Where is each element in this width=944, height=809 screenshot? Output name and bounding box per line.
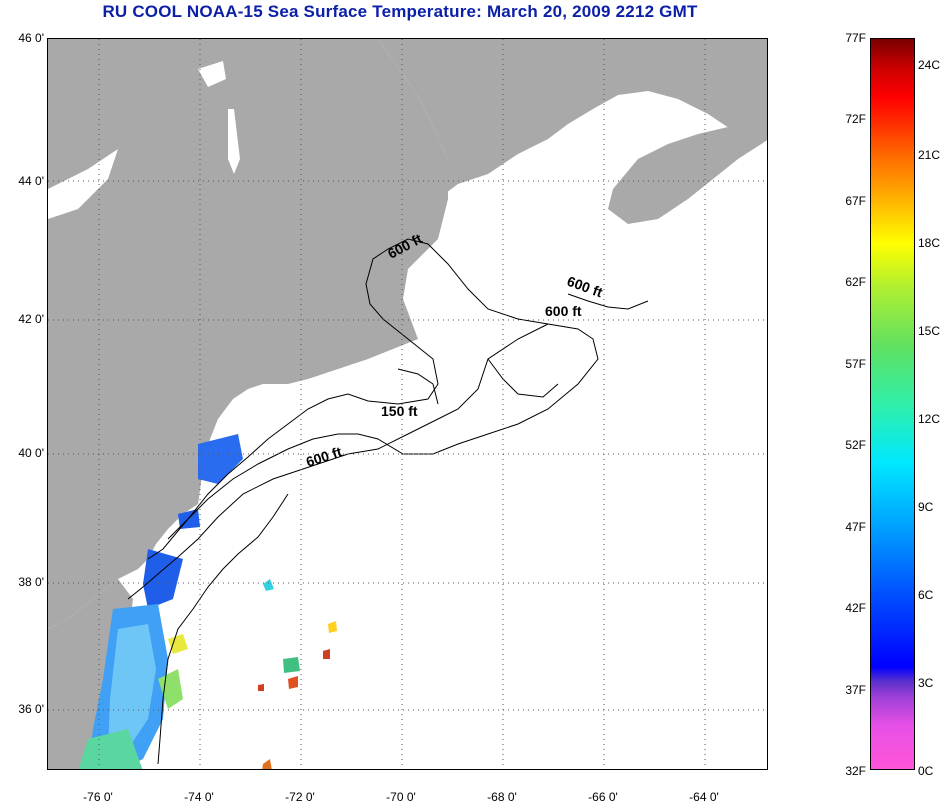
contour-label-150ft: 150 ft	[381, 403, 418, 419]
colorbar-label-37f: 37F	[845, 683, 866, 697]
land-maine-nb	[378, 39, 767, 199]
lat-label-46: 46 0'	[18, 31, 44, 45]
lon-label-64: -64 0'	[689, 790, 719, 804]
lat-label-36: 36 0'	[18, 702, 44, 716]
colorbar-label-18c: 18C	[918, 236, 941, 250]
land-us-northeast	[48, 39, 448, 629]
colorbar-label-15c: 15C	[918, 324, 941, 338]
colorbar-label-72f: 72F	[845, 112, 866, 126]
lon-label-66: -66 0'	[588, 790, 618, 804]
lon-label-68: -68 0'	[487, 790, 517, 804]
lon-label-76: -76 0'	[83, 790, 113, 804]
temperature-colorbar	[870, 38, 915, 770]
lon-label-74: -74 0'	[184, 790, 214, 804]
colorbar-label-47f: 47F	[845, 520, 866, 534]
colorbar-label-6c: 6C	[918, 588, 934, 602]
colorbar-label-62f: 62F	[845, 275, 866, 289]
map-title: RU COOL NOAA-15 Sea Surface Temperature:…	[102, 2, 698, 21]
sst-map: 600 ft 600 ft 600 ft 150 ft 600 ft	[47, 38, 768, 770]
sst-data-pixels	[78, 434, 337, 769]
lake-winnipesaukee	[198, 61, 226, 87]
colorbar-label-67f: 67F	[845, 194, 866, 208]
lake-champlain	[228, 109, 240, 174]
lat-label-42: 42 0'	[18, 312, 44, 326]
map-graticule	[48, 39, 767, 769]
colorbar-label-77f: 77F	[845, 31, 866, 45]
colorbar-label-57f: 57F	[845, 357, 866, 371]
contour-label-600ft-4: 600 ft	[304, 443, 344, 470]
lon-label-72: -72 0'	[285, 790, 315, 804]
lat-label-44: 44 0'	[18, 174, 44, 188]
colorbar-label-24c: 24C	[918, 58, 941, 72]
colorbar-label-52f: 52F	[845, 438, 866, 452]
lat-label-38: 38 0'	[18, 575, 44, 589]
lon-label-70: -70 0'	[386, 790, 416, 804]
colorbar-label-9c: 9C	[918, 500, 934, 514]
colorbar-label-42f: 42F	[845, 601, 866, 615]
colorbar-label-32f: 32F	[845, 764, 866, 778]
colorbar-label-12c: 12C	[918, 412, 941, 426]
contour-label-600ft-3: 600 ft	[545, 303, 582, 319]
lake-ontario-edge	[48, 149, 118, 219]
contour-label-600ft-2: 600 ft	[565, 273, 605, 301]
map-canvas: 600 ft 600 ft 600 ft 150 ft 600 ft	[48, 39, 767, 769]
colorbar-label-21c: 21C	[918, 148, 941, 162]
bathymetry-contours	[127, 238, 649, 765]
land-nova-scotia	[608, 119, 767, 224]
colorbar-label-3c: 3C	[918, 676, 934, 690]
lat-label-40: 40 0'	[18, 446, 44, 460]
colorbar-label-0c: 0C	[918, 764, 934, 778]
